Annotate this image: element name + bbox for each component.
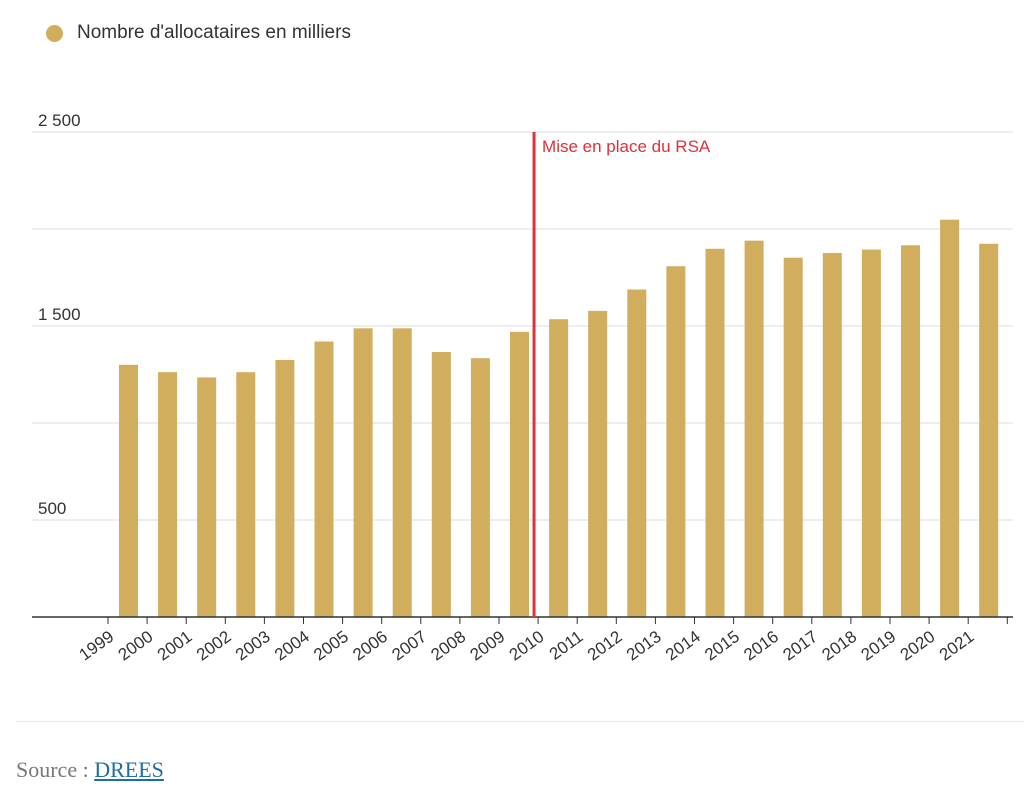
x-tick-label: 2017 — [779, 627, 821, 665]
bar — [588, 310, 608, 617]
bar — [392, 328, 412, 617]
x-tick-label: 2010 — [506, 627, 548, 665]
bar — [705, 248, 725, 617]
x-tick-label: 2000 — [115, 627, 157, 665]
x-tick-label: 2001 — [154, 627, 196, 665]
x-tick-label: 2002 — [193, 627, 235, 665]
legend-swatch — [46, 24, 63, 42]
bar — [353, 328, 373, 617]
legend-label: Nombre d'allocataires en milliers — [77, 22, 351, 43]
bar — [783, 257, 803, 617]
bar — [549, 319, 569, 617]
bar — [822, 253, 842, 617]
bar — [666, 266, 686, 617]
x-tick-label: 2013 — [623, 627, 665, 665]
bar — [470, 358, 490, 617]
bar — [197, 377, 217, 617]
bar — [314, 341, 334, 617]
x-tick-label: 2008 — [427, 627, 469, 665]
x-tick-label: 2020 — [897, 627, 939, 665]
x-tick-label: 2018 — [818, 627, 860, 665]
y-tick-label: 2 500 — [38, 111, 81, 130]
x-tick-label: 2006 — [349, 627, 391, 665]
annotation-label: Mise en place du RSA — [542, 137, 711, 156]
bar — [510, 331, 529, 617]
bar — [861, 249, 881, 617]
x-tick-label: 2007 — [388, 627, 430, 665]
x-tick-label: 2011 — [546, 627, 587, 664]
bar — [979, 243, 999, 617]
bar — [236, 372, 256, 617]
y-tick-label: 500 — [38, 499, 66, 518]
x-tick-label: 2009 — [467, 627, 509, 665]
x-tick-label: 2012 — [584, 627, 626, 665]
legend: Nombre d'allocataires en milliers — [46, 22, 351, 44]
x-tick-label: 2005 — [310, 627, 352, 665]
bar — [431, 351, 451, 617]
source-link[interactable]: DREES — [94, 757, 164, 782]
x-tick-label: 2003 — [232, 627, 274, 665]
x-tick-label: 2021 — [936, 627, 978, 665]
bar — [275, 359, 295, 617]
x-tick-label: 2019 — [858, 627, 900, 665]
source-prefix: Source : — [16, 757, 89, 782]
x-tick-label: 2014 — [662, 627, 704, 665]
bar — [627, 289, 647, 617]
x-tick-label: 2015 — [701, 627, 743, 665]
bar — [119, 364, 138, 617]
footer-divider — [16, 721, 1024, 722]
x-tick-label: 2004 — [271, 627, 313, 665]
source-line: Source : DREES — [16, 757, 164, 783]
bar — [901, 245, 920, 617]
bar — [158, 372, 178, 617]
x-tick-label: 2016 — [740, 627, 782, 665]
x-tick-label: 1999 — [76, 627, 118, 665]
y-tick-label: 1 500 — [38, 305, 81, 324]
bar — [940, 219, 960, 618]
bar — [744, 240, 764, 617]
